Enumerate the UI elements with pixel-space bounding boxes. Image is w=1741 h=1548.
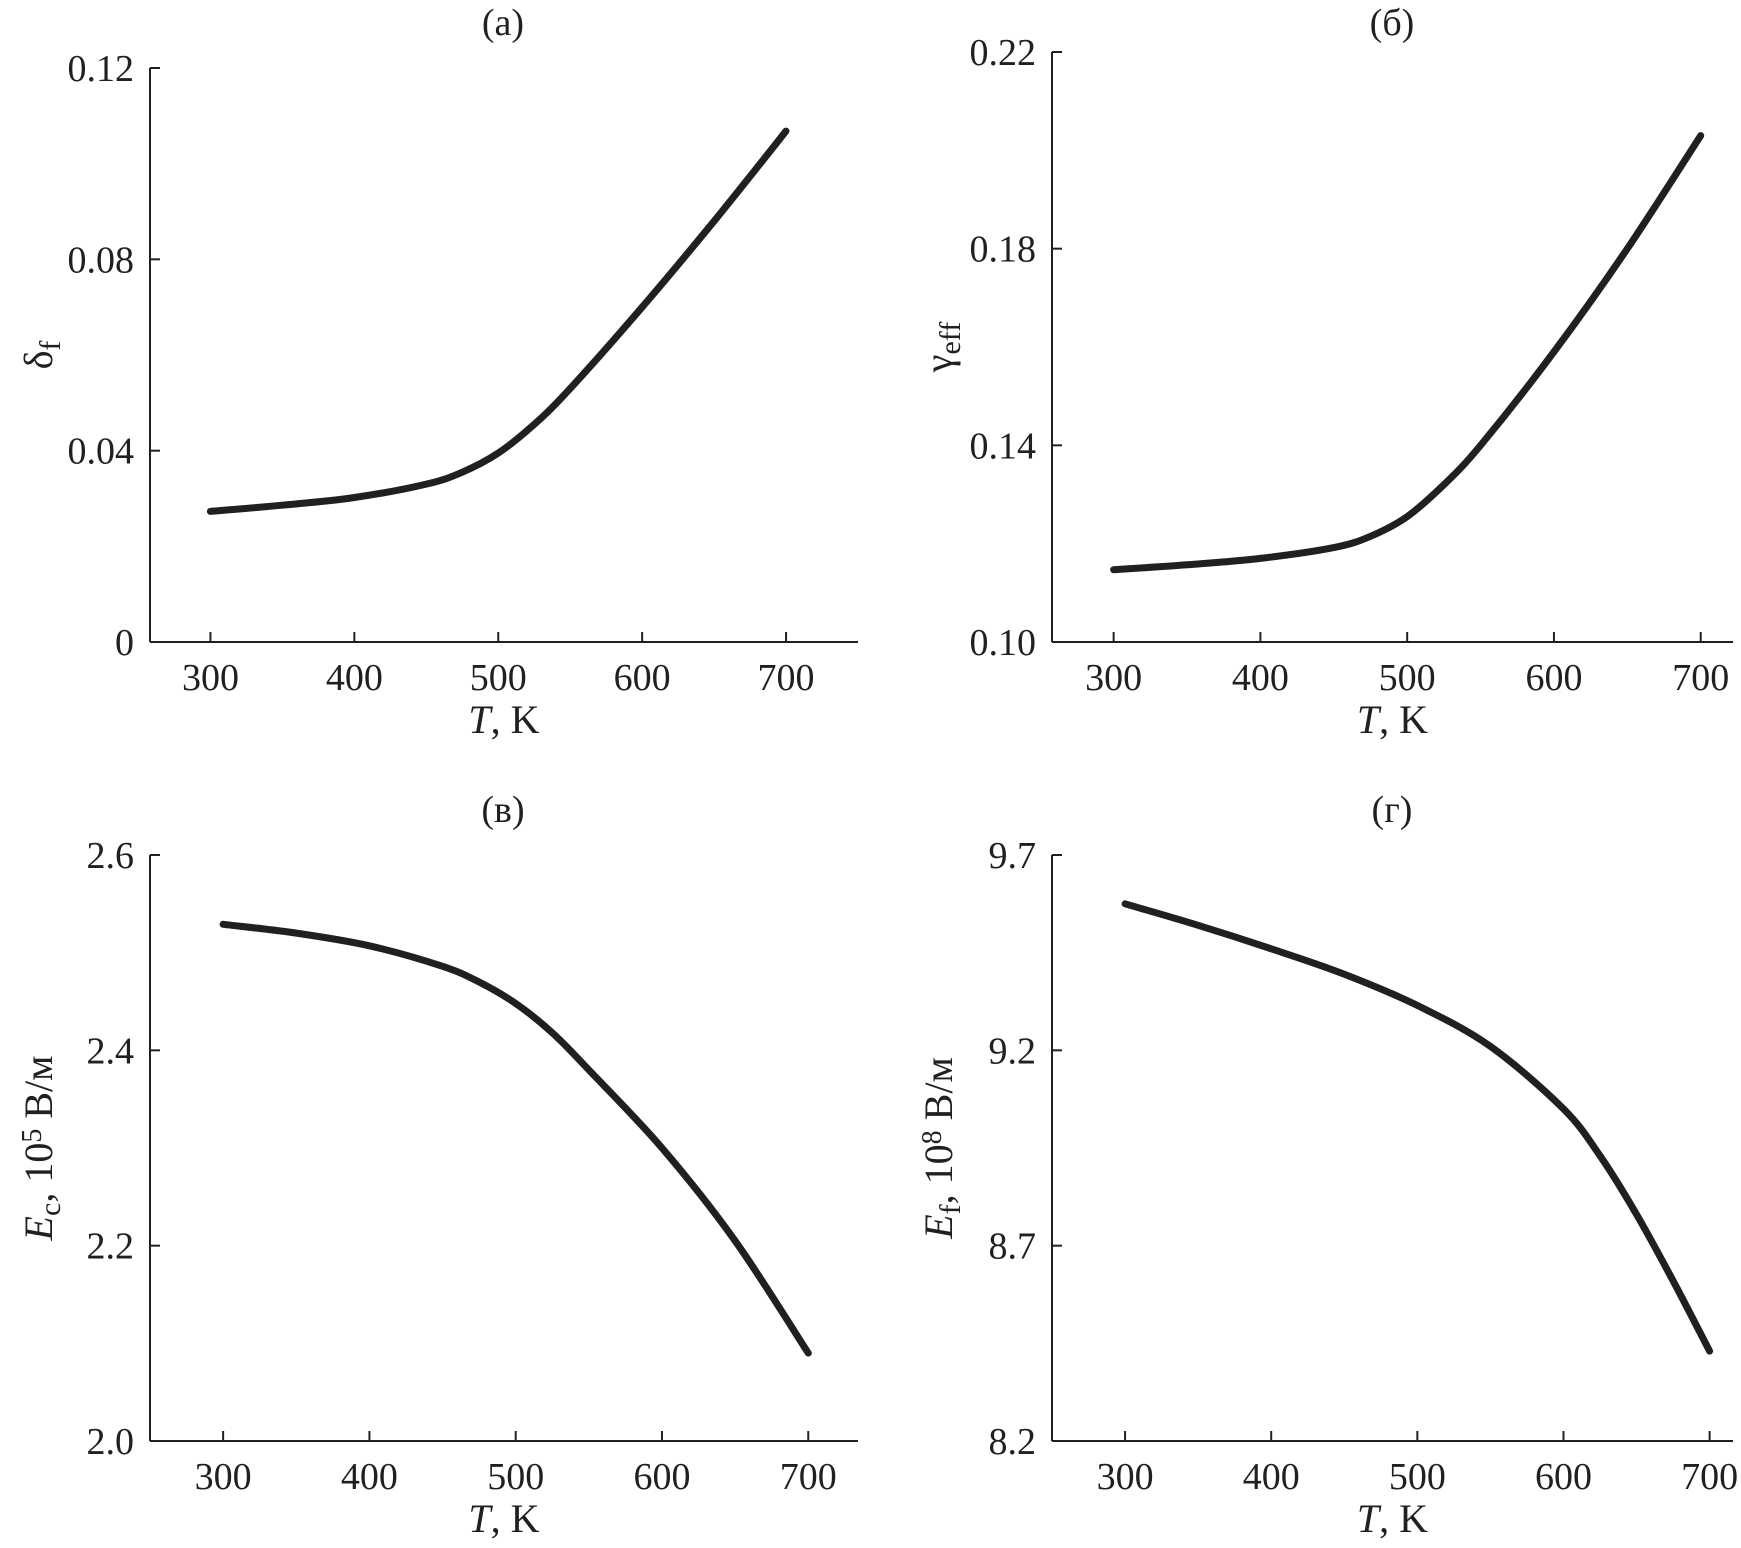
y-tick-label: 9.2	[989, 1030, 1037, 1072]
chart-panel-4: 300 400 500 600 700 8.2 8.7 9.2 9.7 (г) T, K Ef, 10…	[916, 789, 1738, 1541]
x-tick-label: 300	[1085, 657, 1142, 699]
y-tick-label: 2.0	[87, 1421, 135, 1463]
y-tick-label: 0.14	[970, 425, 1037, 467]
y-axis-label: Ec, 105 В/м	[16, 1056, 67, 1242]
x-tick-label: 400	[1232, 657, 1289, 699]
x-tick-label: 300	[1097, 1456, 1154, 1498]
y-tick-label: 8.7	[989, 1226, 1037, 1268]
x-tick-label: 600	[633, 1456, 690, 1498]
x-tick-label: 600	[1535, 1456, 1592, 1498]
chart-panel-2: 300 400 500 600 700 0.10 0.14 0.18 0.22 (б) T, K γe…	[916, 2, 1733, 742]
y-tick-label: 0	[115, 622, 134, 664]
x-tick-label: 300	[195, 1456, 252, 1498]
x-axis-label: T, K	[1357, 697, 1428, 742]
series-line-1	[219, 920, 812, 1357]
panel-title: (б)	[1370, 2, 1415, 44]
y-axis-label: Ef, 108 В/м	[916, 1057, 967, 1240]
y-axis-label: γeff	[916, 322, 967, 373]
x-axis-label: T, K	[468, 697, 539, 742]
x-tick-label: 700	[780, 1456, 837, 1498]
y-tick-label: 2.2	[87, 1226, 135, 1268]
x-axis-label: T, K	[468, 1496, 539, 1541]
chart-panel-3: 300 400 500 600 700 2.0 2.2 2.4 2.6 (в) T, K Ec, 10…	[16, 789, 858, 1541]
y-tick-label: 0.04	[68, 431, 135, 473]
x-tick-label: 400	[326, 657, 383, 699]
y-axis-label: δf	[16, 341, 67, 370]
x-tick-label: 500	[1379, 657, 1436, 699]
panel-title: (а)	[482, 2, 524, 44]
x-tick-label: 500	[470, 657, 527, 699]
panel-title: (в)	[481, 789, 524, 831]
x-axis-label: T, K	[1357, 1496, 1428, 1541]
series-line-1	[1121, 900, 1714, 1355]
x-tick-label: 500	[487, 1456, 544, 1498]
y-tick-label: 0.12	[68, 48, 135, 90]
panel-title: (г)	[1372, 789, 1413, 831]
y-tick-label: 8.2	[989, 1421, 1037, 1463]
x-tick-label: 400	[1243, 1456, 1300, 1498]
y-tick-label: 0.08	[68, 239, 135, 281]
x-tick-label: 700	[758, 657, 815, 699]
y-tick-label: 2.6	[87, 835, 135, 877]
y-tick-label: 0.18	[970, 229, 1037, 271]
x-tick-label: 300	[182, 657, 239, 699]
x-tick-label: 500	[1389, 1456, 1446, 1498]
x-tick-label: 600	[614, 657, 671, 699]
y-tick-label: 2.4	[87, 1030, 135, 1072]
y-tick-label: 0.22	[970, 32, 1037, 74]
x-tick-label: 600	[1525, 657, 1582, 699]
y-tick-label: 0.10	[970, 622, 1037, 664]
x-tick-label: 700	[1672, 657, 1729, 699]
series-line-1	[1110, 132, 1705, 574]
series-line-1	[206, 127, 790, 515]
x-tick-label: 700	[1681, 1456, 1738, 1498]
x-tick-label: 400	[341, 1456, 398, 1498]
chart-panel-1: 300 400 500 600 700 0 0.04 0.08 0.12 (а) T, K δf	[16, 2, 858, 742]
y-tick-label: 9.7	[989, 835, 1037, 877]
